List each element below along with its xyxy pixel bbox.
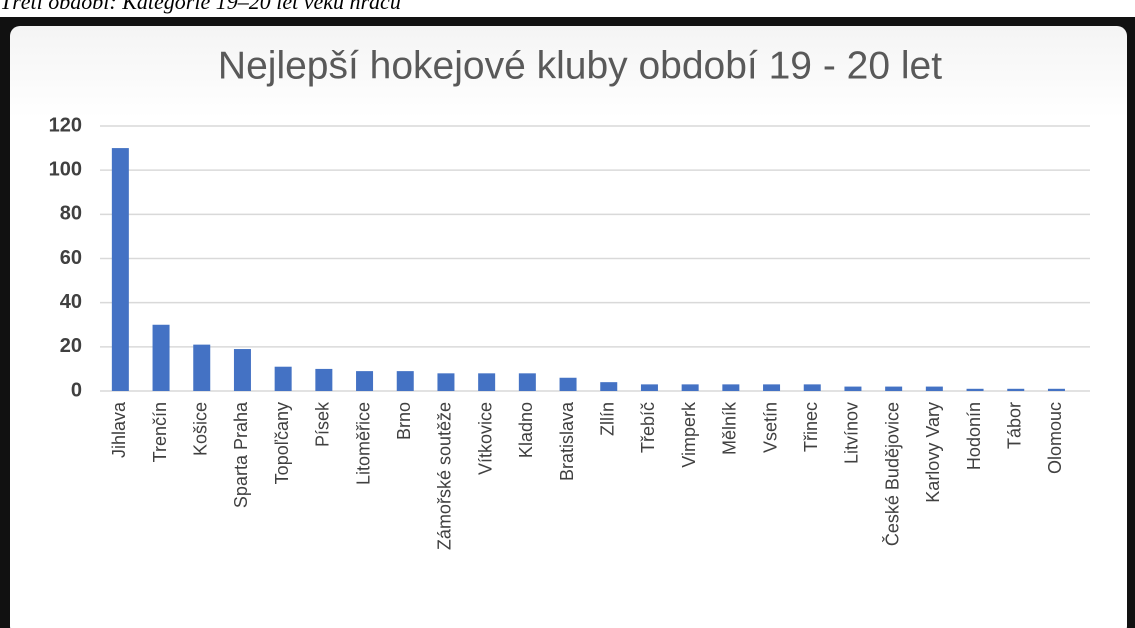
x-tick-label: Kladno (516, 402, 536, 458)
bar (356, 371, 374, 391)
caption: Třetí období: Kategorie 19–20 let věku h… (0, 0, 401, 14)
bar (1047, 388, 1065, 391)
bar (152, 324, 170, 391)
x-tick-label: Litvínov (842, 402, 862, 464)
x-tick-label: Sparta Praha (231, 401, 251, 508)
y-tick-label: 80 (60, 203, 82, 225)
bar (600, 382, 618, 391)
bar (518, 373, 536, 391)
y-tick-label: 120 (49, 114, 82, 136)
x-tick-label: Olomouc (1045, 402, 1065, 474)
y-tick-label: 20 (60, 335, 82, 357)
bar (763, 384, 781, 391)
x-tick-label: Topoľčany (272, 402, 292, 484)
bar (681, 384, 699, 391)
y-tick-label: 100 (49, 158, 82, 180)
x-tick-label: Jihlava (109, 401, 129, 458)
bar (559, 377, 577, 391)
x-tick-label: Tábor (1005, 402, 1025, 449)
bar (844, 386, 862, 391)
bar (803, 384, 821, 391)
x-tick-label: Trenčín (150, 402, 170, 462)
chart-title: Nejlepší hokejové kluby období 19 - 20 l… (218, 44, 942, 87)
bar (966, 388, 984, 391)
bar (315, 368, 333, 391)
x-tick-label: Písek (313, 401, 333, 447)
x-tick-label: Zámořské soutěže (435, 402, 455, 550)
x-tick-label: České Budějovice (881, 402, 902, 546)
x-tick-label: Košice (191, 402, 211, 456)
bar (274, 366, 292, 391)
bar (396, 371, 414, 391)
x-tick-label: Vsetín (760, 402, 780, 453)
x-tick-label: Třinec (801, 402, 821, 452)
x-tick-label: Zllín (598, 402, 618, 436)
bar (437, 373, 455, 391)
y-tick-label: 40 (60, 291, 82, 313)
bar (193, 344, 211, 391)
x-tick-label: Brno (394, 402, 414, 440)
panel (10, 26, 1127, 628)
bar (111, 148, 129, 391)
x-tick-label: Bratislava (557, 401, 577, 481)
bar (640, 384, 658, 391)
x-tick-label: Karlovy Vary (923, 402, 943, 503)
bar (478, 373, 496, 391)
x-tick-label: Litoměřice (353, 402, 373, 485)
bar (925, 386, 943, 391)
bar (885, 386, 903, 391)
x-tick-label: Třebíč (638, 402, 658, 453)
bar (1007, 388, 1025, 391)
y-tick-label: 0 (71, 379, 82, 401)
bar (722, 384, 740, 391)
y-tick-label: 60 (60, 247, 82, 269)
x-tick-label: Mělník (720, 401, 740, 455)
x-tick-label: Hodonín (964, 402, 984, 470)
x-tick-label: Vimperk (679, 401, 699, 468)
bar (233, 349, 251, 391)
x-tick-label: Vítkovice (475, 402, 495, 475)
